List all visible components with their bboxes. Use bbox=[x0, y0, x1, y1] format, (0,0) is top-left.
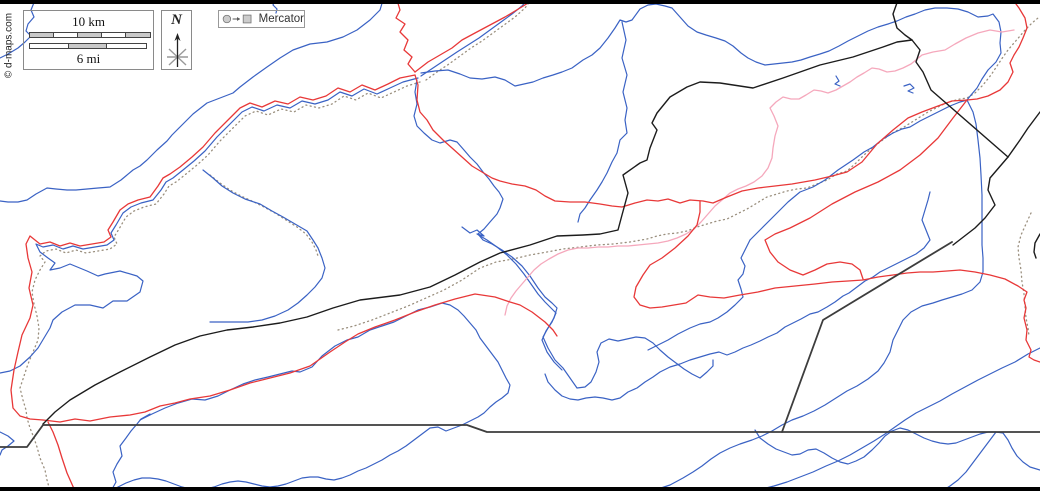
scale-bar-segment bbox=[30, 44, 69, 48]
road-line bbox=[47, 421, 76, 491]
river-line bbox=[202, 169, 326, 323]
river-line bbox=[834, 75, 841, 87]
straight-boundary-line bbox=[781, 241, 953, 433]
boundary-line bbox=[892, 0, 1009, 158]
dotted-boundary-line bbox=[337, 17, 1039, 331]
river-line bbox=[941, 431, 997, 491]
road-line bbox=[414, 74, 968, 208]
river-line bbox=[0, 77, 419, 374]
scale-bar-segment bbox=[78, 33, 102, 37]
river-line bbox=[749, 99, 968, 241]
scale-bar-segment bbox=[54, 33, 78, 37]
dotted-boundary-line bbox=[209, 174, 319, 257]
river-line bbox=[903, 83, 915, 94]
boundary-line bbox=[952, 156, 1009, 246]
map-bottom-border bbox=[0, 487, 1040, 491]
projection-panel: Mercator bbox=[218, 10, 305, 28]
scale-bar-segment bbox=[30, 33, 54, 37]
straight-boundary-line bbox=[42, 424, 1040, 433]
map-top-border bbox=[0, 0, 1040, 4]
river-line bbox=[577, 21, 628, 223]
boundary-line bbox=[1033, 233, 1040, 259]
north-arrow-panel: N bbox=[161, 10, 192, 70]
dotted-boundary-line bbox=[425, 0, 532, 81]
compass-rose-icon bbox=[167, 33, 188, 67]
river-line bbox=[754, 427, 1040, 471]
scale-km-bar bbox=[29, 32, 151, 38]
scale-bar-segment bbox=[107, 44, 146, 48]
scale-bar-segment bbox=[126, 33, 150, 37]
river-line bbox=[0, 0, 384, 203]
scale-bar-segment bbox=[68, 44, 108, 48]
projection-label: Mercator bbox=[258, 13, 304, 25]
road-line bbox=[764, 0, 1028, 280]
river-line bbox=[413, 79, 714, 389]
scale-km-label: 10 km bbox=[72, 14, 105, 29]
road-line bbox=[395, 0, 416, 73]
boundary-line bbox=[1007, 111, 1040, 158]
copyright-text: © d-maps.com bbox=[3, 12, 15, 79]
projection-transform-icon bbox=[222, 14, 252, 24]
pink-road-line bbox=[504, 29, 1015, 316]
dotted-boundary-line bbox=[1017, 212, 1032, 337]
straight-boundary-line bbox=[0, 424, 44, 448]
scale-mi-label: 6 mi bbox=[76, 51, 101, 66]
boundary-line bbox=[42, 39, 913, 425]
river-line bbox=[110, 413, 151, 491]
river-line bbox=[749, 347, 1040, 491]
river-line bbox=[0, 431, 15, 456]
road-line bbox=[633, 200, 1040, 363]
scale-mi-bar bbox=[29, 43, 147, 49]
river-line bbox=[461, 226, 563, 371]
river-line bbox=[0, 0, 36, 59]
road-line bbox=[414, 0, 534, 73]
scale-bar-panel: 10 km 6 mi bbox=[23, 10, 154, 70]
dotted-boundary-line bbox=[19, 81, 421, 491]
river-line bbox=[420, 0, 528, 77]
river-line bbox=[420, 3, 1002, 491]
river-line bbox=[647, 239, 751, 351]
road-line bbox=[42, 293, 558, 423]
road-line bbox=[10, 74, 416, 421]
river-line bbox=[544, 191, 931, 401]
scale-bar-segment bbox=[102, 33, 126, 37]
river-line bbox=[109, 302, 511, 491]
north-label: N bbox=[171, 12, 182, 28]
